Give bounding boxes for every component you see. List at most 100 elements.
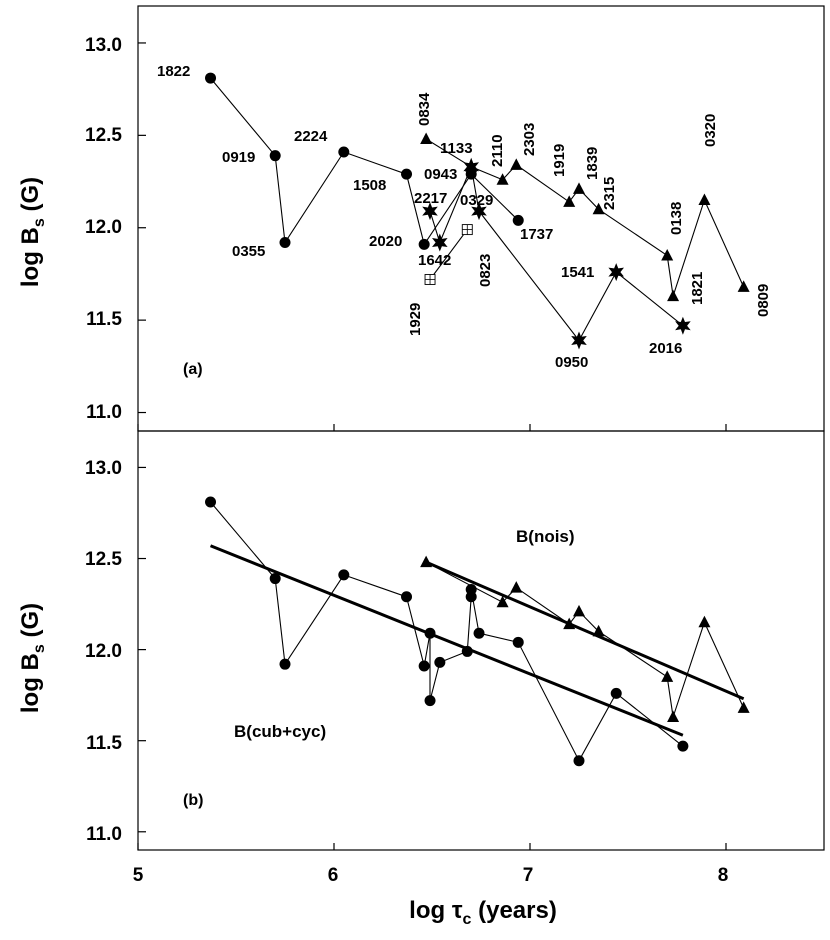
data-point-B(nois)-3 [563,617,576,630]
point-label-2217: 2217 [414,190,447,207]
data-point-B(cub+cyc)-11 [465,583,477,595]
point-label-0919: 0919 [222,149,255,166]
ylabel-main: log B [17,653,44,713]
data-point-circle-2020 [418,238,430,250]
series-label-nois: B(nois) [516,527,575,546]
series-line-squares [429,229,468,280]
ylabel-sub: s [31,218,48,227]
ylabel-sub: s [31,644,48,653]
data-point-B(nois)-8 [698,615,711,628]
panel-b-ytick-label: 12.0 [85,641,122,662]
data-point-triangle-0320 [698,193,711,206]
data-point-B(cub+cyc)-12 [473,627,485,639]
x-axis-label: log τc (years) [409,897,557,928]
data-point-B(cub+cyc)-14 [573,755,585,767]
panel-a-ytick-label: 13.0 [85,35,122,56]
data-point-B(nois)-7 [667,710,680,723]
point-label-0329: 0329 [460,192,493,209]
panel-b-xtick-label: 6 [328,865,339,886]
point-label-1642: 1642 [418,252,451,269]
data-point-B(cub+cyc)-16 [677,740,689,752]
data-point-B(cub+cyc)-6 [424,627,436,639]
panel-a: 11.0 11.5 12.0 12.5 13.0 log Bs (G) (a) … [17,5,825,432]
data-point-B(cub+cyc)-13 [512,636,524,648]
data-point-triangle-2303 [510,158,523,170]
ylabel-main: log B [17,227,44,287]
point-label-2110: 2110 [489,134,506,167]
data-point-B(nois)-9 [737,701,750,713]
panel-a-markers [205,72,750,350]
point-label-2020: 2020 [369,233,402,250]
point-label-0355: 0355 [232,243,265,260]
panel-a-ytick-label: 12.5 [85,125,122,146]
point-label-0823: 0823 [477,254,494,287]
data-point-star-0329 [471,202,487,221]
point-label-1133: 1133 [440,140,473,157]
data-point-circle-1508 [401,168,413,180]
data-point-triangle-0138 [661,248,674,261]
xlabel-main: log τ [409,897,463,924]
data-point-triangle-1919 [563,195,576,207]
data-point-circle-1822 [205,72,217,84]
point-label-1919: 1919 [551,144,568,177]
data-point-star-2016 [675,316,691,335]
data-point-B(nois)-0 [420,555,433,568]
point-label-1839: 1839 [584,147,601,180]
point-label-0320: 0320 [702,114,719,147]
point-label-0138: 0138 [668,202,685,235]
data-point-square-0823 [461,224,473,236]
data-point-B(nois)-5 [592,624,605,637]
data-point-triangle-2315 [592,202,605,215]
data-point-B(cub+cyc)-15 [610,687,622,699]
data-point-B(cub+cyc)-5 [418,660,430,672]
panel-b-tag: (b) [183,792,203,809]
point-label-1737: 1737 [520,226,553,243]
data-point-triangle-1839 [573,182,585,194]
point-label-0834: 0834 [416,92,433,126]
panel-a-ytick-label: 12.0 [85,217,122,238]
panel-b-xtick-label: 5 [133,865,144,886]
point-label-2224: 2224 [294,128,328,145]
point-label-0809: 0809 [755,284,772,317]
point-label-0950: 0950 [555,354,588,371]
point-label-2315: 2315 [601,177,618,210]
point-label-2303: 2303 [521,123,538,156]
fit-line-B(cub+cyc) [209,544,684,737]
data-point-B(cub+cyc)-9 [461,645,473,657]
data-point-B(cub+cyc)-1 [269,573,281,585]
series-line-B(nois) [425,561,745,718]
data-point-triangle-0809 [737,280,750,292]
data-point-B(cub+cyc)-8 [434,656,446,668]
data-point-triangle-2110 [496,173,509,185]
panel-a-ytick-label: 11.0 [86,402,122,423]
data-point-B(cub+cyc)-0 [205,496,217,508]
data-point-square-1929 [424,274,436,285]
point-label-1508: 1508 [353,177,386,194]
panel-b-xtick-label: 7 [523,865,534,886]
data-point-star-1541 [608,263,624,282]
point-label-1822: 1822 [157,63,190,80]
data-point-circle-0919 [269,150,281,162]
panel-b-markers [205,496,750,767]
data-point-star-0950 [571,331,587,350]
data-point-circle-0355 [279,237,291,249]
panel-b-ytick-label: 11.0 [86,824,122,845]
data-point-B(nois)-6 [661,670,674,682]
panel-a-y-axis-label: log Bs (G) [17,177,48,287]
point-label-1929: 1929 [407,303,424,336]
data-point-B(nois)-4 [573,604,585,617]
panel-b-xtick-label: 8 [718,865,729,886]
data-point-star [463,157,479,176]
data-point-B(cub+cyc)-3 [338,569,350,581]
panel-b-ticks [137,466,727,850]
panel-b-ytick-label: 12.5 [85,549,122,570]
panel-b-ytick-label: 13.0 [85,458,122,479]
panel-b-frame [137,430,825,851]
data-point-B(nois)-2 [510,581,523,593]
panel-a-frame [137,5,825,432]
series-label-cub-cyc: B(cub+cyc) [234,722,326,741]
ylabel-unit: (G) [17,177,44,218]
data-point-circle-1737 [512,214,524,226]
data-point-B(nois)-1 [496,595,509,608]
xlabel-sub: c [463,911,472,928]
